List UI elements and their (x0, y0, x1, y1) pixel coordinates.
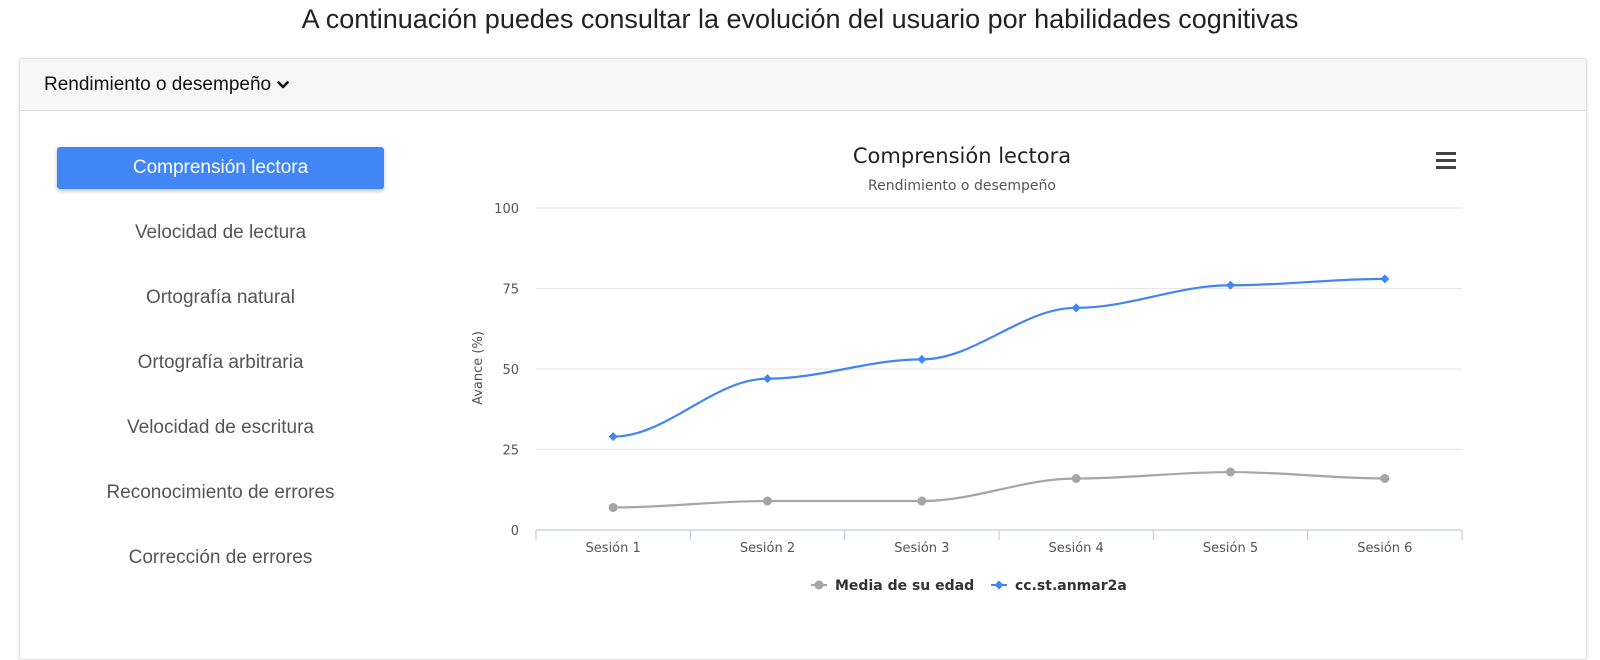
x-tick-label: Sesión 5 (1203, 541, 1258, 556)
hamburger-menu-icon[interactable] (1436, 152, 1456, 169)
y-tick-label: 0 (511, 524, 519, 539)
data-point (608, 432, 618, 442)
metric-dropdown[interactable]: Rendimiento o desempeño (20, 59, 1586, 111)
legend-marker (994, 580, 1004, 590)
x-tick-label: Sesión 2 (740, 541, 795, 556)
menu-item-reconocimiento-errores[interactable]: Reconocimiento de errores (106, 482, 335, 503)
data-point (763, 496, 772, 506)
legend-item[interactable]: Media de su edad (811, 578, 974, 594)
series-line (613, 470, 1385, 509)
legend-label: cc.st.anmar2a (1015, 578, 1127, 594)
x-tick-label: Sesión 1 (586, 541, 641, 556)
y-tick-label: 100 (494, 202, 519, 217)
y-tick-label: 75 (502, 283, 519, 298)
chevron-down-icon (277, 80, 289, 90)
data-point (1380, 473, 1390, 483)
x-tick-label: Sesión 3 (894, 541, 949, 556)
data-point (608, 502, 618, 512)
data-point (917, 354, 927, 364)
x-tick-label: Sesión 6 (1357, 541, 1412, 556)
chart-subtitle: Rendimiento o desempeño (868, 178, 1056, 194)
data-point (1071, 473, 1081, 483)
legend-marker (814, 580, 824, 590)
skills-menu: Comprensión lectora Velocidad de lectura… (57, 147, 384, 602)
skills-panel: Rendimiento o desempeño Comprensión lect… (19, 58, 1587, 660)
y-tick-label: 50 (502, 363, 519, 378)
data-point (1226, 467, 1235, 477)
y-axis-label: Avance (%) (471, 331, 486, 405)
page-heading: A continuación puedes consultar la evolu… (301, 4, 1299, 34)
data-point (1226, 280, 1235, 290)
menu-item-comprension-lectora[interactable]: Comprensión lectora (57, 147, 384, 189)
chart-title: Comprensión lectora (853, 144, 1071, 168)
legend-label: Media de su edad (835, 578, 974, 594)
y-tick-label: 25 (502, 444, 519, 459)
series-line (613, 277, 1385, 438)
metric-dropdown-label: Rendimiento o desempeño (44, 73, 272, 95)
menu-item-velocidad-lectura[interactable]: Velocidad de lectura (134, 222, 307, 243)
data-point (917, 496, 927, 506)
x-tick-label: Sesión 4 (1049, 541, 1104, 556)
menu-item-velocidad-escritura[interactable]: Velocidad de escritura (127, 417, 314, 438)
legend-item[interactable]: cc.st.anmar2a (991, 578, 1127, 594)
data-point (1380, 274, 1390, 284)
data-point (763, 374, 772, 384)
menu-item-ortografia-arbitraria[interactable]: Ortografía arbitraria (137, 352, 304, 373)
menu-item-ortografia-natural[interactable]: Ortografía natural (146, 287, 295, 308)
menu-item-correccion-errores[interactable]: Corrección de errores (128, 547, 313, 568)
data-point (1071, 303, 1081, 313)
